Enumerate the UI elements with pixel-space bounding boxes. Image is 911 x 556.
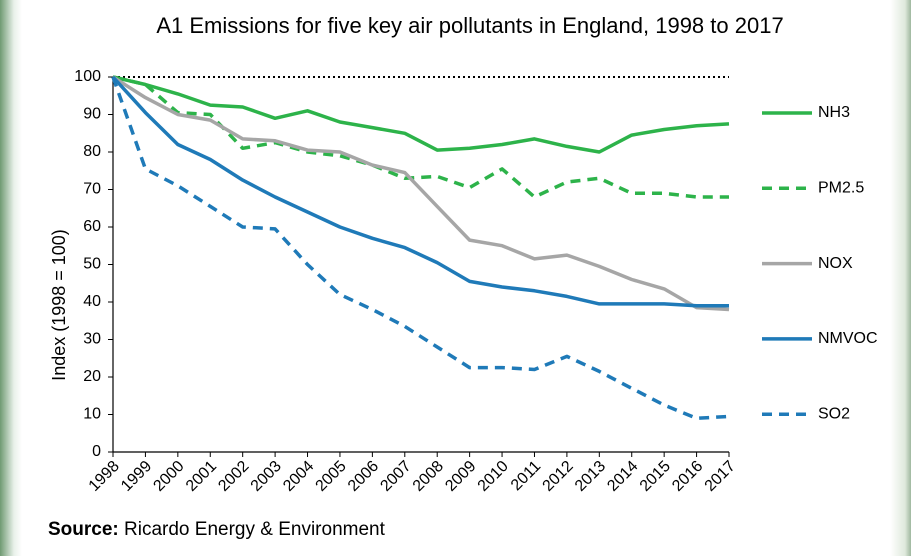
- x-tick-label: 2008: [410, 458, 447, 495]
- x-tick-label: 2010: [475, 458, 512, 495]
- legend-label: NOX: [818, 255, 853, 272]
- x-tick-label: 2004: [280, 458, 317, 495]
- x-tick-label: 2005: [313, 458, 350, 495]
- page: Index (1998 = 100) 0 10 20 30 40 50 60 70 80 90 10…: [0, 0, 911, 556]
- y-tick-label: 40: [83, 293, 101, 310]
- y-tick-label: 20: [83, 368, 101, 385]
- legend-label: NH3: [818, 104, 850, 121]
- y-tick-label: 50: [83, 256, 101, 273]
- x-tick-label: 1999: [118, 458, 155, 495]
- chart: Index (1998 = 100) 0 10 20 30 40 50 60 70 80 90 10…: [0, 0, 911, 556]
- x-tick-label: 2002: [215, 458, 252, 495]
- legend-label: PM2.5: [818, 180, 864, 197]
- legend-label: SO2: [818, 405, 850, 422]
- source-text: Ricardo Energy & Environment: [124, 519, 385, 540]
- y-tick-label: 90: [83, 106, 101, 123]
- chart-title: A1 Emissions for five key air pollutants…: [120, 12, 820, 40]
- y-tick-label: 60: [83, 218, 101, 235]
- y-tick-label: 100: [74, 68, 101, 85]
- x-tick-label: 1998: [86, 458, 123, 495]
- x-tick-label: 2015: [637, 458, 674, 495]
- y-tick-label: 0: [92, 443, 101, 460]
- x-tick-label: 2009: [442, 458, 479, 495]
- x-tick-label: 2007: [377, 458, 414, 495]
- y-tick-label: 80: [83, 143, 101, 160]
- source: Source: Ricardo Energy & Environment: [48, 519, 385, 541]
- y-tick-label: 30: [83, 331, 101, 348]
- x-tick-label: 2001: [183, 458, 220, 495]
- source-label: Source:: [48, 519, 119, 540]
- x-tick-label: 2006: [345, 458, 382, 495]
- y-tick-label: 70: [83, 181, 101, 198]
- x-tick-label: 2003: [248, 458, 285, 495]
- y-tick-label: 10: [83, 406, 101, 423]
- x-tick-label: 2013: [572, 458, 609, 495]
- x-tick-label: 2016: [669, 458, 706, 495]
- series-line: [113, 77, 729, 197]
- x-tick-label: 2012: [540, 458, 577, 495]
- x-tick-label: 2000: [150, 458, 187, 495]
- legend-label: NMVOC: [818, 330, 878, 347]
- series-line: [113, 77, 729, 418]
- x-tick-label: 2011: [508, 458, 544, 494]
- x-tick-label: 2014: [604, 458, 641, 495]
- y-axis-label: Index (1998 = 100): [49, 229, 69, 381]
- x-tick-label: 2017: [702, 458, 739, 495]
